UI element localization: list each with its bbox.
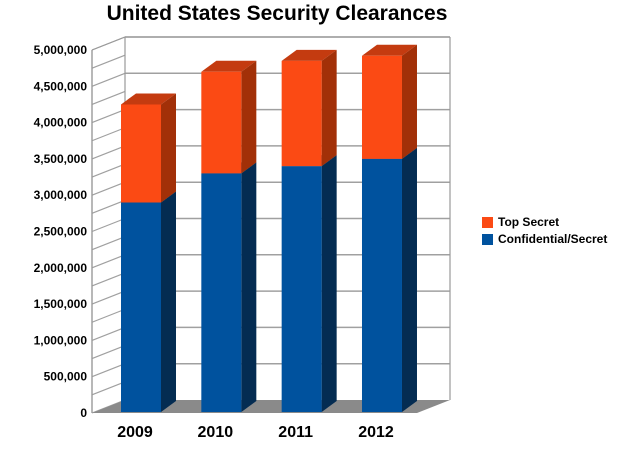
bar-2011-top-secret-front-face	[281, 60, 322, 167]
bar-2010-top-secret-top-face	[201, 60, 257, 72]
left-wall-gridline	[91, 163, 126, 178]
legend-label-top-secret: Top Secret	[498, 215, 560, 229]
bar-2012-confidential-secret-front-face	[361, 158, 402, 412]
left-wall-gridline	[91, 217, 126, 233]
y-tick-label: 1,000,000	[34, 333, 88, 347]
left-wall-gridline	[91, 236, 126, 251]
legend: Top Secret Confidential/Secret	[482, 215, 607, 246]
left-wall-gridline	[91, 308, 126, 323]
y-tick-label: 2,000,000	[34, 261, 88, 275]
bar-2012-confidential-secret-side-face	[401, 147, 417, 412]
bar-2012-top-secret-top-face	[361, 44, 417, 56]
x-tick-label: 2011	[278, 424, 313, 441]
bar-2010-confidential-secret-side-face	[241, 162, 257, 412]
x-tick-label: 2009	[117, 424, 153, 441]
left-wall-gridline	[91, 381, 126, 396]
bar-2009-top-secret-front-face	[121, 104, 161, 203]
legend-swatch-confidential-secret	[482, 233, 493, 245]
left-wall-gridline	[91, 272, 126, 287]
bar-2009-top-secret-side-face	[161, 93, 176, 203]
legend-item-top-secret: Top Secret	[482, 215, 607, 229]
left-wall-gridline	[91, 326, 126, 341]
bar-2012-top-secret-side-face	[401, 44, 417, 159]
x-tick-label: 2010	[198, 424, 234, 441]
bar-2012-top-secret-front-face	[361, 55, 402, 159]
bar-2010-top-secret-side-face	[241, 60, 257, 174]
bar-2010-top-secret-front-face	[201, 71, 242, 174]
left-wall-gridline	[91, 344, 126, 360]
legend-label-confidential-secret: Confidential/Secret	[498, 232, 608, 246]
y-tick-label: 3,000,000	[34, 188, 88, 202]
bar-2011-confidential-secret-front-face	[281, 166, 322, 412]
left-wall-gridline	[91, 254, 126, 269]
left-wall-gridline	[91, 181, 126, 196]
bar-2011-top-secret-side-face	[321, 49, 337, 167]
bar-2009-confidential-secret-front-face	[121, 202, 161, 412]
y-tick-label: 1,500,000	[34, 297, 88, 311]
bar-2011-top-secret-top-face	[281, 49, 337, 61]
y-tick-label: 4,000,000	[34, 116, 88, 130]
y-tick-label: 2,500,000	[34, 225, 88, 239]
y-tick-label: 5,000,000	[34, 43, 88, 57]
left-wall-gridline	[91, 145, 126, 160]
bar-2010-confidential-secret-front-face	[201, 173, 242, 412]
y-tick-label: 3,500,000	[34, 152, 88, 166]
bar-2009-top-secret-top-face	[121, 93, 176, 105]
bar-2009-confidential-secret-side-face	[161, 191, 176, 412]
left-wall-gridline	[91, 290, 126, 305]
left-wall-gridline	[91, 127, 126, 142]
left-wall-gridline	[91, 199, 126, 214]
floor	[92, 400, 450, 413]
left-wall-gridline	[91, 90, 126, 106]
chart-title: United States Security Clearances	[106, 2, 448, 25]
legend-swatch-top-secret	[482, 216, 493, 228]
y-tick-label: 0	[80, 406, 87, 420]
left-wall-gridline	[91, 109, 126, 124]
bar-2011-confidential-secret-side-face	[321, 155, 337, 412]
wall-top-slant	[91, 36, 126, 51]
y-tick-label: 4,500,000	[34, 79, 88, 93]
x-tick-label: 2012	[358, 424, 394, 441]
left-wall-gridline	[91, 72, 126, 87]
y-tick-label: 500,000	[44, 370, 88, 384]
left-wall-gridline	[91, 363, 126, 378]
left-wall-gridline	[91, 54, 126, 69]
legend-item-confidential-secret: Confidential/Secret	[482, 232, 607, 246]
